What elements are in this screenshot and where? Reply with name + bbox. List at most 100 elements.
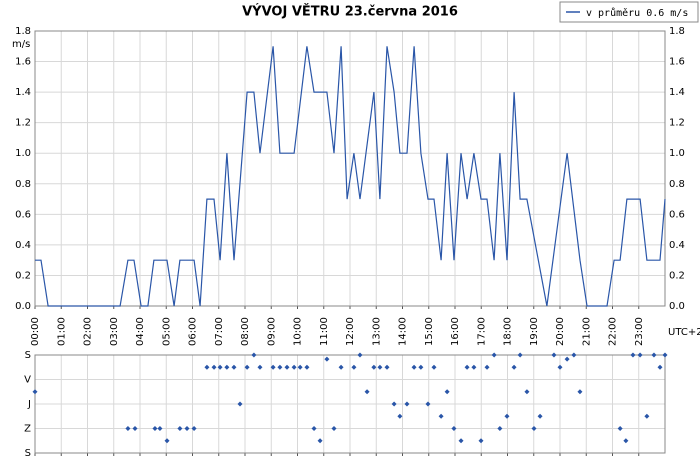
x-tick-label: 15:00: [424, 317, 435, 346]
scatter-point: [184, 426, 190, 431]
x-tick-label: 23:00: [634, 317, 645, 346]
scatter-point: [497, 426, 503, 431]
scatter-point: [384, 364, 390, 370]
x-tick-label: 13:00: [371, 317, 382, 346]
y-tick-label-right: 0.6: [669, 209, 685, 220]
x-tick-label: 22:00: [608, 317, 619, 346]
scatter-point: [391, 401, 397, 407]
scatter-point: [444, 389, 450, 395]
scatter-point: [478, 438, 484, 444]
y-tick-label: Z: [24, 424, 31, 435]
y-tick-label: 1.0: [15, 148, 31, 159]
scatter-point: [425, 401, 431, 407]
x-tick-label: 19:00: [529, 317, 540, 346]
y-tick-label: 1.6: [15, 57, 31, 68]
y-tick-label-right: 1.4: [669, 87, 685, 98]
x-tick-label: 02:00: [83, 317, 94, 346]
scatter-point: [471, 364, 477, 370]
scatter-point: [644, 413, 650, 419]
x-tick-label: 12:00: [345, 317, 356, 346]
y-tick-label-right: 1.2: [669, 118, 685, 129]
scatter-point: [484, 364, 490, 370]
scatter-point: [291, 364, 297, 370]
scatter-point: [557, 364, 563, 370]
scatter-point: [524, 389, 530, 395]
scatter-point: [630, 352, 636, 358]
x-tick-label: 09:00: [266, 317, 277, 346]
scatter-point: [338, 364, 344, 370]
scatter-point: [637, 352, 643, 358]
y-tick-label-right: 0.2: [669, 270, 685, 281]
scatter-point: [125, 426, 131, 431]
scatter-point: [231, 364, 237, 370]
scatter-point: [32, 389, 38, 395]
plot-border: [34, 354, 666, 454]
y-tick-label: 0.0: [15, 301, 31, 312]
scatter-point: [371, 364, 377, 370]
scatter-point: [511, 364, 517, 370]
scatter-point: [491, 352, 497, 358]
x-tick-label: 21:00: [581, 317, 592, 346]
scatter-point: [331, 426, 337, 431]
y-tick-label-right: 1.8: [669, 26, 685, 37]
y-tick-label-right: 0.4: [669, 240, 685, 251]
scatter-point: [431, 364, 437, 370]
scatter-point: [191, 426, 197, 431]
scatter-point: [517, 352, 523, 358]
scatter-point: [351, 364, 357, 370]
x-tick-label: 17:00: [476, 317, 487, 346]
x-tick-label: 08:00: [240, 317, 251, 346]
scatter-point: [324, 356, 330, 362]
scatter-point: [217, 364, 223, 370]
x-tick-label: 14:00: [398, 317, 409, 346]
scatter-point: [418, 364, 424, 370]
scatter-point: [251, 352, 257, 358]
scatter-point: [377, 364, 383, 370]
scatter-point: [270, 364, 276, 370]
scatter-point: [397, 413, 403, 419]
y-tick-label-right: 1.0: [669, 148, 685, 159]
scatter-point: [438, 413, 444, 419]
x-tick-label: 16:00: [450, 317, 461, 346]
scatter-point: [277, 364, 283, 370]
legend-box: [559, 1, 699, 23]
y-axis-label: m/s: [12, 39, 30, 50]
line-series: [35, 46, 666, 307]
scatter-point: [651, 352, 657, 358]
scatter-point: [244, 364, 250, 370]
x-tick-label: 06:00: [188, 317, 199, 346]
scatter-point: [304, 364, 310, 370]
scatter-point: [164, 438, 170, 444]
scatter-point: [257, 364, 263, 370]
scatter-point: [211, 364, 217, 370]
scatter-point: [317, 438, 323, 444]
scatter-point: [404, 401, 410, 407]
y-tick-label: J: [27, 399, 31, 410]
y-tick-label: 0.6: [15, 209, 31, 220]
legend-label: v průměru 0.6 m/s: [586, 7, 688, 19]
scatter-point: [177, 426, 183, 431]
scatter-point: [623, 438, 629, 444]
scatter-point: [571, 352, 577, 358]
x-tick-label: 05:00: [161, 317, 172, 346]
x-tick-label: 03:00: [109, 317, 120, 346]
x-tick-label: 20:00: [555, 317, 566, 346]
x-axis-label: UTC+2: [668, 327, 700, 338]
scatter-point: [504, 413, 510, 419]
scatter-point: [204, 364, 210, 370]
scatter-point: [132, 426, 138, 431]
x-tick-label: 07:00: [214, 317, 225, 346]
chart-title: VÝVOJ VĚTRU 23.června 2016: [242, 4, 458, 20]
scatter-point: [531, 426, 537, 431]
y-tick-label: 0.4: [15, 240, 31, 251]
scatter-point: [157, 426, 163, 431]
scatter-point: [657, 364, 663, 370]
scatter-point: [224, 364, 230, 370]
scatter-point: [411, 364, 417, 370]
scatter-point: [284, 364, 290, 370]
x-tick-label: 18:00: [503, 317, 514, 346]
scatter-point: [311, 426, 317, 431]
y-tick-label: 1.2: [15, 118, 31, 129]
plot-border: [34, 30, 666, 307]
